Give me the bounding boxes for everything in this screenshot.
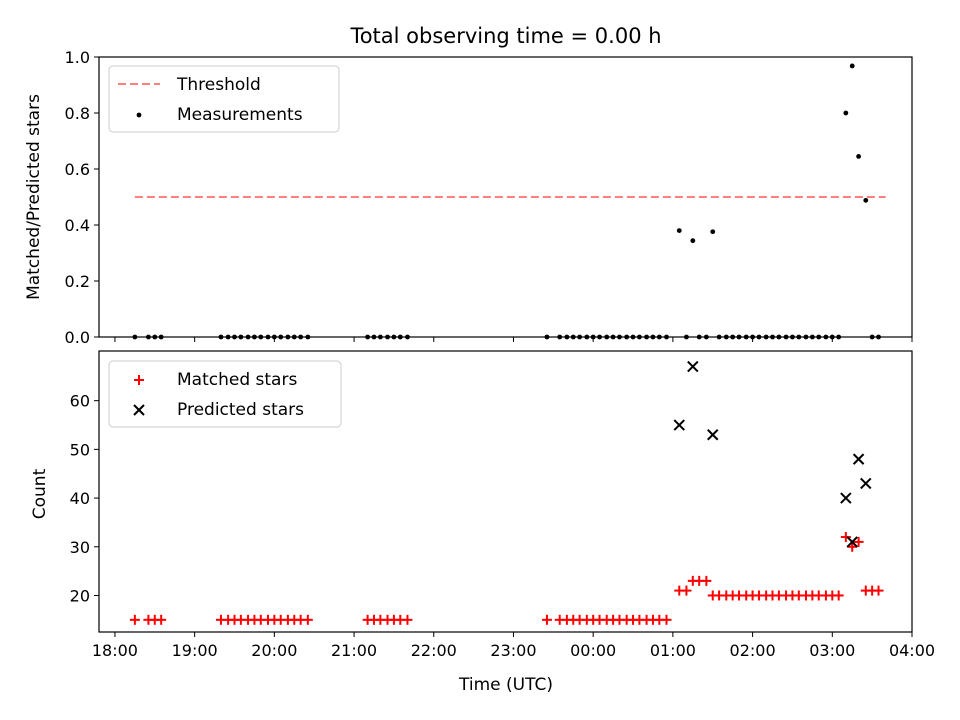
x-tick-label: 23:00 — [490, 641, 536, 660]
predicted-stars-point — [840, 492, 852, 504]
legend-measurements-label: Measurements — [177, 105, 303, 125]
top-axes: 0.0 0.2 0.4 0.6 0.8 1.0 — [65, 48, 913, 347]
legend-predicted-mark — [133, 404, 145, 416]
matched-stars-point — [701, 575, 712, 586]
bottom-y-axis-label: Count — [30, 468, 50, 519]
top-y-tick-label: 0.2 — [65, 272, 90, 291]
legend-matched-stars-swatch — [134, 375, 144, 385]
chart-title: Total observing time = 0.00 h — [349, 24, 661, 48]
bottom-y-tick-label: 50 — [70, 440, 90, 459]
x-tick-label: 21:00 — [331, 641, 377, 660]
legend-matched-mark — [134, 375, 144, 385]
matched-stars-point — [833, 590, 844, 601]
measurement-point — [856, 154, 861, 159]
legend-predicted-stars-label: Predicted stars — [177, 400, 304, 420]
bottom-y-tick-label: 20 — [70, 586, 90, 605]
bottom-legend-box — [108, 360, 342, 428]
x-tick-label: 01:00 — [650, 641, 696, 660]
x-tick-label: 02:00 — [730, 641, 776, 660]
x-tick-label: 19:00 — [172, 641, 218, 660]
legend-matched-stars-label: Matched stars — [177, 370, 297, 390]
matched-stars-point — [681, 585, 692, 596]
legend-measurements-swatch — [136, 112, 142, 118]
x-tick-label: 04:00 — [889, 641, 935, 660]
x-tick-label: 03:00 — [809, 641, 855, 660]
bottom-y-tick-label: 40 — [70, 489, 90, 508]
measurement-point — [676, 228, 682, 234]
top-y-tick-label: 0.0 — [65, 328, 90, 347]
top-legend: Threshold Measurements — [108, 65, 340, 133]
x-tick-label: 18:00 — [92, 641, 138, 660]
matched-stars-point — [840, 532, 851, 543]
legend-predicted-stars-swatch — [133, 404, 145, 416]
predicted-stars-point — [860, 477, 872, 490]
predicted-stars-point — [846, 536, 858, 548]
matched-stars-point — [302, 614, 313, 625]
matched-stars-point — [853, 536, 864, 547]
bottom-y-tick-label: 60 — [70, 392, 90, 411]
x-tick-label: 22:00 — [411, 641, 457, 660]
measurement-point — [849, 63, 855, 69]
bottom-plot-data — [129, 360, 884, 625]
top-y-tick-label: 0.6 — [65, 160, 90, 179]
measurement-point — [710, 229, 716, 235]
bottom-plot-frame — [98, 350, 913, 633]
matched-stars-point — [402, 614, 413, 625]
matched-stars-point — [873, 585, 884, 596]
measurement-point — [863, 197, 869, 203]
top-plot-frame — [98, 56, 913, 338]
predicted-stars-point — [673, 419, 685, 431]
top-y-tick-label: 0.8 — [65, 104, 90, 123]
measurement-point — [843, 110, 849, 116]
x-tick-label: 20:00 — [251, 641, 297, 660]
legend-threshold-label: Threshold — [176, 75, 261, 95]
bottom-legend: Matched stars Predicted stars — [108, 360, 342, 428]
bottom-axes: 18:00 19:00 20:00 21:00 22:00 23:00 00:00 01:00… — [70, 392, 935, 660]
matched-stars-point — [541, 614, 552, 625]
top-y-tick-label: 0.4 — [65, 216, 90, 235]
top-y-axis-label: Matched/Predicted stars — [24, 94, 44, 300]
matched-stars-point — [661, 614, 672, 625]
matched-stars-point — [156, 614, 167, 625]
matched-stars-point — [129, 614, 140, 625]
predicted-stars-point — [852, 453, 865, 465]
top-legend-box — [108, 65, 340, 133]
predicted-stars-point — [707, 429, 719, 441]
predicted-stars-point — [687, 360, 699, 373]
measurement-point — [690, 238, 696, 244]
matched-stars-point — [847, 541, 858, 552]
bottom-y-tick-label: 30 — [70, 538, 90, 557]
x-tick-label: 00:00 — [570, 641, 616, 660]
x-axis-label: Time (UTC) — [458, 675, 553, 695]
top-y-tick-label: 1.0 — [65, 48, 90, 67]
